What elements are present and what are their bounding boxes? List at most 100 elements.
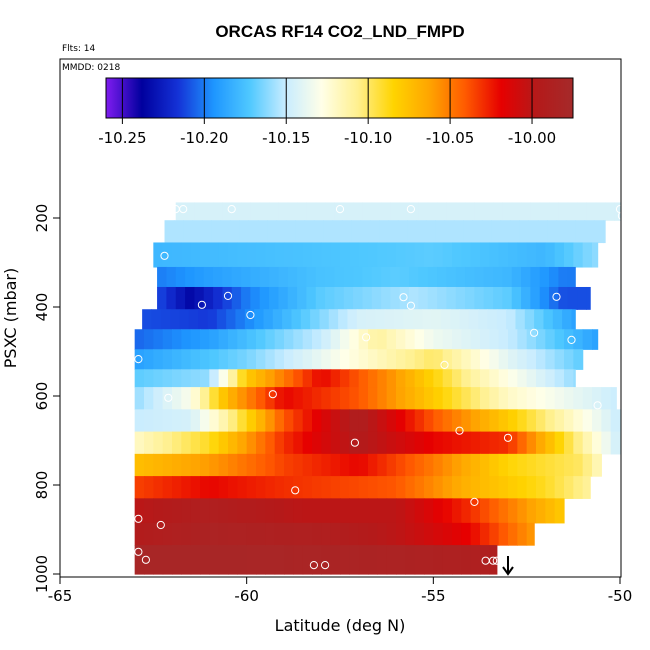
heatmap-cell — [480, 498, 490, 524]
heatmap-cell — [312, 545, 322, 575]
heatmap-cell — [377, 498, 388, 524]
heatmap-cell — [508, 498, 518, 524]
heatmap-cell — [377, 545, 388, 575]
heatmap-cell — [153, 387, 164, 410]
heatmap-cell — [259, 286, 270, 310]
heatmap-cell — [564, 476, 574, 499]
heatmap-cell — [340, 431, 350, 455]
heatmap-cell — [399, 202, 410, 221]
heatmap-cell — [321, 545, 332, 575]
heatmap-cell — [313, 220, 324, 244]
heatmap-cell — [414, 545, 425, 575]
heatmap-cell — [573, 476, 584, 499]
heatmap-cell — [235, 309, 246, 330]
heatmap-cell — [153, 545, 164, 575]
heatmap-cell — [256, 349, 266, 370]
heatmap-cell — [470, 409, 481, 433]
heatmap-cell — [362, 286, 373, 310]
heatmap-cell — [256, 498, 266, 524]
heatmap-cell — [450, 309, 461, 330]
heatmap-cell — [427, 286, 438, 310]
sample-point — [246, 310, 255, 320]
heatmap-cell — [228, 498, 238, 524]
heatmap-cell — [209, 476, 220, 499]
heatmap-cell — [465, 202, 475, 221]
heatmap-cell — [489, 387, 500, 410]
heatmap-cell — [582, 431, 593, 455]
heatmap-cell — [446, 266, 457, 288]
heatmap-cell — [302, 522, 313, 546]
heatmap-cell — [396, 387, 406, 410]
heatmap-cell — [164, 220, 175, 244]
heatmap-cell — [487, 309, 498, 330]
heatmap-cell — [228, 242, 238, 268]
heatmap-cell — [452, 476, 462, 499]
heatmap-cell — [573, 409, 584, 433]
heatmap-cell — [209, 387, 220, 410]
heatmap-cell — [461, 431, 472, 455]
heatmap-cell — [306, 202, 317, 221]
sample-point — [223, 291, 233, 300]
heatmap-cell — [405, 349, 416, 370]
heatmap-cell — [153, 453, 164, 477]
heatmap-cell — [511, 202, 522, 221]
heatmap-cell — [396, 349, 406, 370]
heatmap-cell — [564, 409, 574, 433]
heatmap-cell — [209, 545, 220, 575]
heatmap-cell — [437, 266, 447, 288]
heatmap-cell — [592, 409, 602, 433]
heatmap-cell — [362, 202, 373, 221]
heatmap-cell — [465, 286, 475, 310]
heatmap-cell — [515, 309, 526, 330]
heatmap-cell — [442, 431, 453, 455]
heatmap-cell — [424, 349, 434, 370]
heatmap-cell — [498, 431, 509, 455]
heatmap-cell — [377, 329, 388, 350]
heatmap-cell — [517, 387, 528, 410]
heatmap-cell — [237, 498, 248, 524]
heatmap-cell — [433, 329, 444, 350]
heatmap-cell — [465, 266, 475, 288]
heatmap-cell — [526, 453, 537, 477]
heatmap-cell — [310, 309, 321, 330]
heatmap-cell — [134, 476, 145, 499]
heatmap-cell — [536, 431, 546, 455]
heatmap-cell — [172, 545, 182, 575]
heatmap-cell — [470, 349, 481, 370]
heatmap-cell — [610, 387, 617, 410]
heatmap-cell — [396, 453, 406, 477]
heatmap-cell — [386, 349, 397, 370]
heatmap-cell — [284, 453, 294, 477]
heatmap-cell — [209, 409, 220, 433]
heatmap-cell — [368, 522, 378, 546]
heatmap-cell — [222, 286, 233, 310]
sample-point — [567, 335, 576, 344]
heatmap-cell — [287, 266, 298, 288]
heatmap-cell — [424, 242, 434, 268]
heatmap-cell — [304, 220, 315, 244]
heatmap-cell — [170, 309, 181, 330]
sample-point — [617, 256, 621, 265]
sample-point — [141, 555, 150, 564]
heatmap-cell — [371, 266, 382, 288]
heatmap-cell — [330, 369, 341, 388]
heatmap-cell — [511, 286, 522, 310]
heatmap-cell — [185, 286, 195, 310]
heatmap-cell — [412, 309, 423, 330]
heatmap-cell — [424, 522, 434, 546]
heatmap-cell — [239, 220, 250, 244]
heatmap-cell — [424, 387, 434, 410]
heatmap-cell — [312, 431, 322, 455]
heatmap-cell — [582, 453, 593, 477]
heatmap-cell — [414, 349, 425, 370]
heatmap-cell — [265, 476, 276, 499]
heatmap-cell — [362, 266, 373, 288]
heatmap-cell — [545, 431, 556, 455]
heatmap-cell — [409, 266, 419, 288]
heatmap-cell — [539, 202, 550, 221]
heatmap-cell — [431, 309, 442, 330]
heatmap-cell — [321, 498, 332, 524]
heatmap-cell — [302, 369, 313, 388]
heatmap-cell — [534, 309, 545, 330]
heatmap-cell — [508, 349, 518, 370]
